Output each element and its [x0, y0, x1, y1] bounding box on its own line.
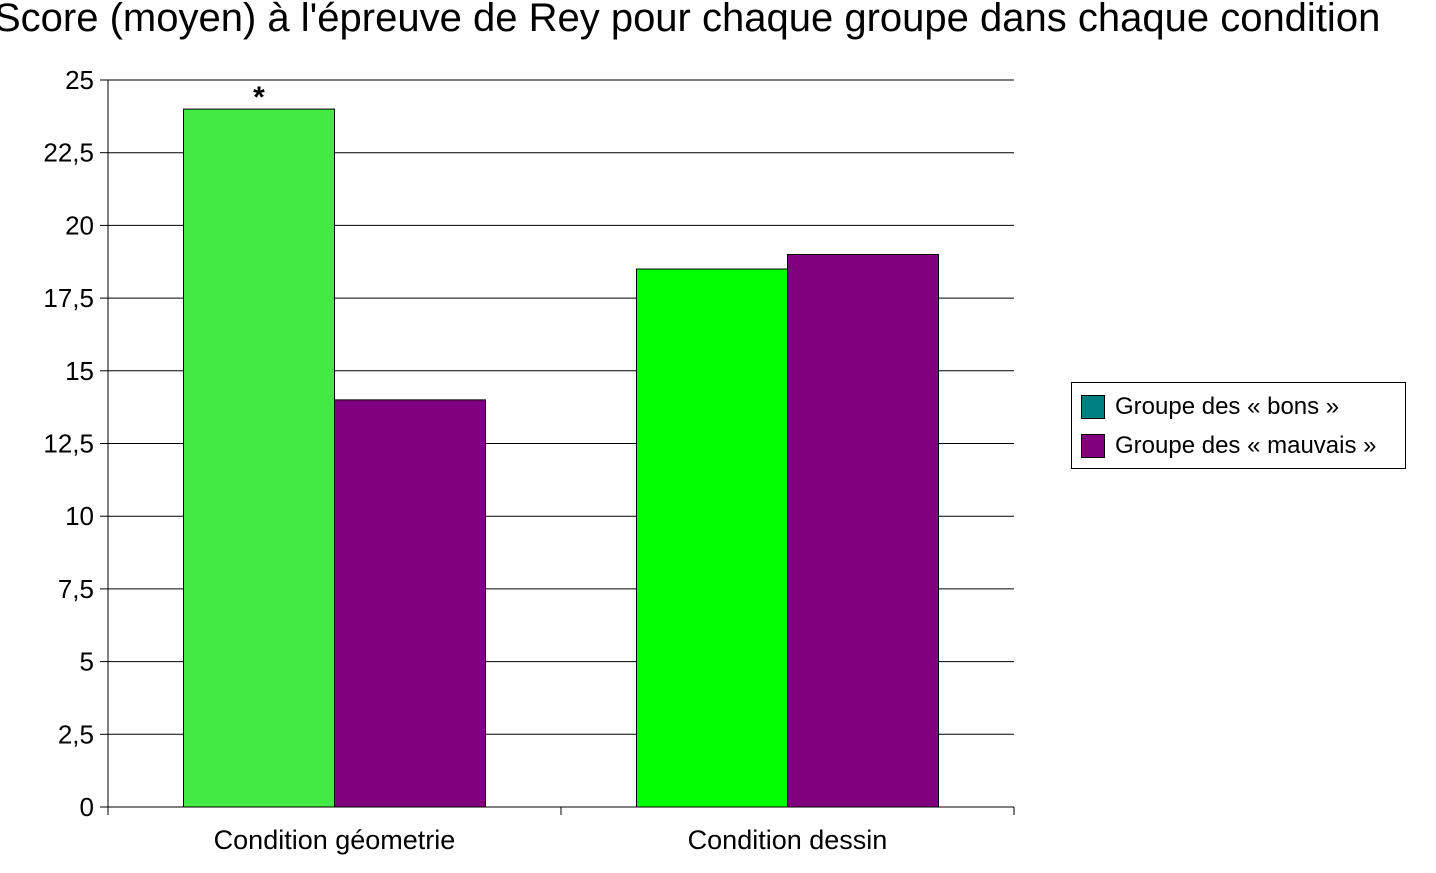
x-tick-label: Condition géometrie: [214, 825, 456, 855]
legend-label-mauvais: Groupe des « mauvais »: [1115, 432, 1377, 459]
legend-swatch-mauvais: [1081, 434, 1105, 458]
y-tick-label: 5: [80, 647, 94, 677]
bar: [334, 399, 486, 808]
legend-item-mauvais: Groupe des « mauvais »: [1081, 432, 1377, 459]
bar: [636, 268, 788, 808]
y-tick-label: 7,5: [58, 574, 94, 604]
y-tick-label: 2,5: [58, 719, 94, 749]
bar: [787, 253, 939, 808]
legend-label-bons: Groupe des « bons »: [1115, 393, 1340, 420]
legend-swatch-bons: [1081, 395, 1105, 419]
y-tick-label: 10: [65, 501, 94, 531]
y-tick-label: 17,5: [43, 283, 94, 313]
y-tick-label: 12,5: [43, 429, 94, 459]
significance-annotation: *: [253, 81, 265, 114]
chart-title: Score (moyen) à l'épreuve de Rey pour ch…: [0, 0, 1381, 40]
y-tick-label: 20: [65, 210, 94, 240]
x-tick-label: Condition dessin: [688, 825, 888, 855]
y-tick-label: 15: [65, 356, 94, 386]
y-tick-label: 22,5: [43, 138, 94, 168]
legend: Groupe des « bons » Groupe des « mauvais…: [1071, 382, 1406, 469]
bar: [183, 108, 335, 808]
y-tick-label: 0: [80, 792, 94, 822]
legend-item-bons: Groupe des « bons »: [1081, 393, 1340, 420]
y-tick-label: 25: [65, 65, 94, 95]
